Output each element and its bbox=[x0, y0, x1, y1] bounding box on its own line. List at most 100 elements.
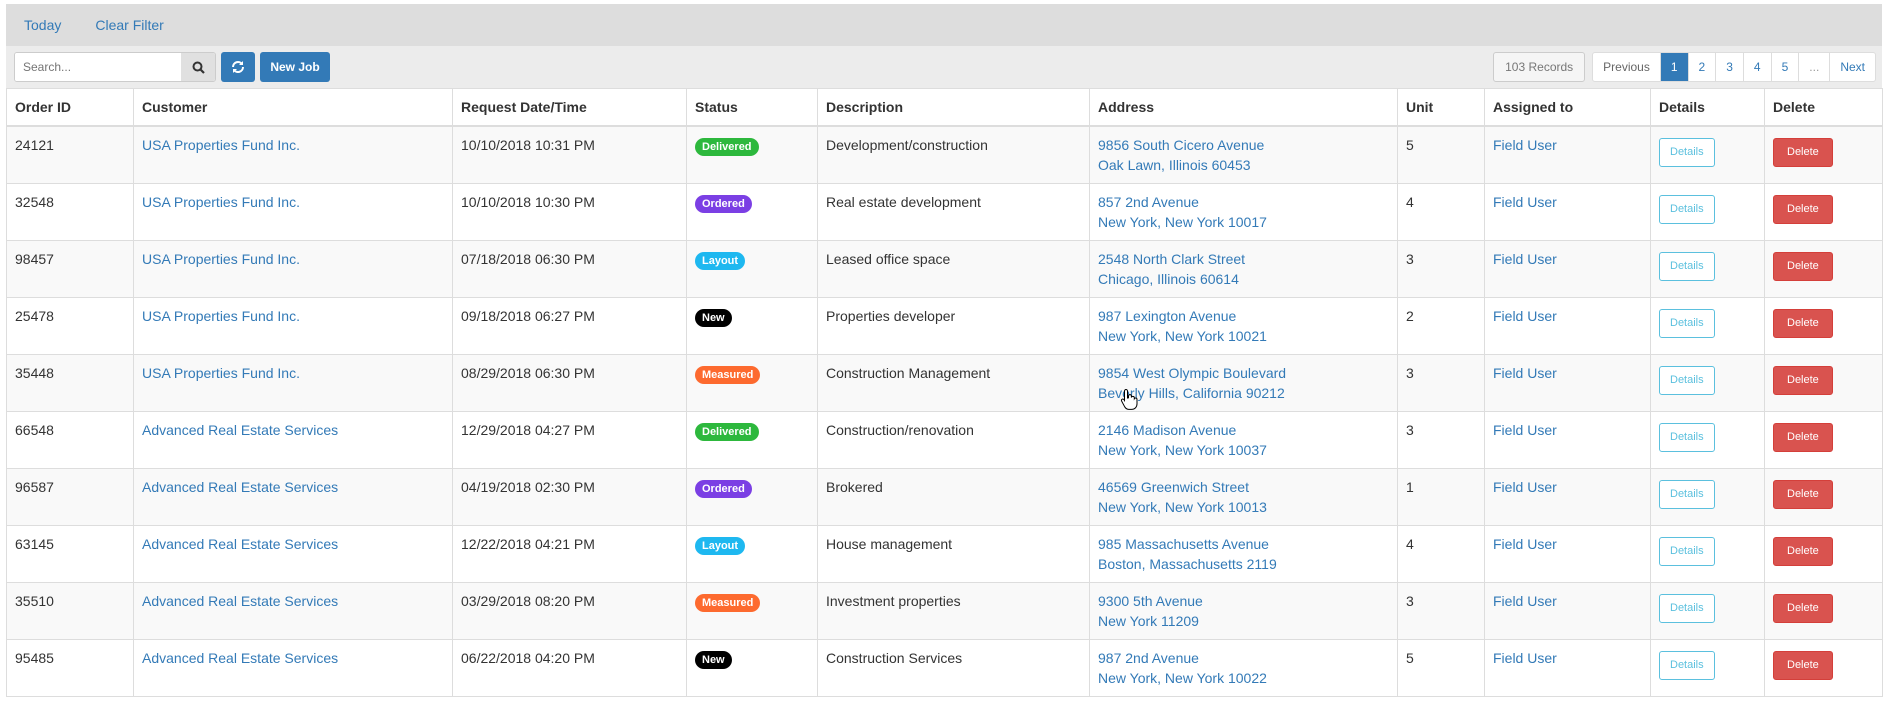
address-line1-link[interactable]: 9300 5th Avenue bbox=[1098, 592, 1203, 609]
address-line1-link[interactable]: 2548 North Clark Street bbox=[1098, 250, 1246, 267]
assigned-user-link[interactable]: Field User bbox=[1493, 592, 1557, 609]
delete-button[interactable]: Delete bbox=[1773, 251, 1833, 281]
delete-button[interactable]: Delete bbox=[1773, 536, 1833, 566]
column-header-delete[interactable]: Delete bbox=[1764, 88, 1883, 127]
assigned-user-link[interactable]: Field User bbox=[1493, 649, 1557, 666]
assigned-cell: Field User bbox=[1484, 182, 1651, 241]
address-line1-link[interactable]: 987 Lexington Avenue bbox=[1098, 307, 1237, 324]
details-button[interactable]: Details bbox=[1659, 479, 1715, 509]
column-header-customer[interactable]: Customer bbox=[133, 88, 453, 127]
table-row: 66548 Advanced Real Estate Services 12/29/… bbox=[6, 410, 1883, 469]
new-job-button[interactable]: New Job bbox=[260, 52, 330, 82]
today-filter-link[interactable]: Today bbox=[24, 17, 62, 33]
request-date: 09/18/2018 06:27 PM bbox=[452, 296, 687, 355]
assigned-user-link[interactable]: Field User bbox=[1493, 535, 1557, 552]
details-button[interactable]: Details bbox=[1659, 422, 1715, 452]
assigned-cell: Field User bbox=[1484, 410, 1651, 469]
search-group bbox=[14, 52, 216, 82]
search-button[interactable] bbox=[181, 53, 215, 81]
address-line2-link[interactable]: Oak Lawn, Illinois 60453 bbox=[1098, 156, 1251, 173]
delete-button[interactable]: Delete bbox=[1773, 422, 1833, 452]
address-line1-link[interactable]: 2146 Madison Avenue bbox=[1098, 421, 1237, 438]
delete-button[interactable]: Delete bbox=[1773, 194, 1833, 224]
order-id: 96587 bbox=[6, 467, 134, 526]
column-header-assigned-to[interactable]: Assigned to bbox=[1484, 88, 1651, 127]
column-header-details[interactable]: Details bbox=[1650, 88, 1765, 127]
details-button[interactable]: Details bbox=[1659, 365, 1715, 395]
address-line1-link[interactable]: 9854 West Olympic Boulevard bbox=[1098, 364, 1287, 381]
address-line1-link[interactable]: 985 Massachusetts Avenue bbox=[1098, 535, 1269, 552]
customer-link[interactable]: USA Properties Fund Inc. bbox=[142, 136, 300, 153]
customer-link[interactable]: Advanced Real Estate Services bbox=[142, 649, 339, 666]
page-5-button[interactable]: 5 bbox=[1770, 53, 1799, 81]
status-cell: New bbox=[686, 296, 818, 355]
request-date: 07/18/2018 06:30 PM bbox=[452, 239, 687, 298]
page-2-button[interactable]: 2 bbox=[1687, 53, 1716, 81]
details-button[interactable]: Details bbox=[1659, 251, 1715, 281]
customer-link[interactable]: USA Properties Fund Inc. bbox=[142, 364, 300, 381]
column-header-request-date-time[interactable]: Request Date/Time bbox=[452, 88, 687, 127]
delete-button[interactable]: Delete bbox=[1773, 593, 1833, 623]
customer-link[interactable]: USA Properties Fund Inc. bbox=[142, 250, 300, 267]
delete-button[interactable]: Delete bbox=[1773, 650, 1833, 680]
details-button[interactable]: Details bbox=[1659, 650, 1715, 680]
next-page-button[interactable]: Next bbox=[1829, 53, 1875, 81]
delete-cell: Delete bbox=[1764, 467, 1883, 526]
assigned-user-link[interactable]: Field User bbox=[1493, 478, 1557, 495]
assigned-cell: Field User bbox=[1484, 581, 1651, 640]
search-input[interactable] bbox=[15, 53, 181, 81]
column-header-unit[interactable]: Unit bbox=[1397, 88, 1485, 127]
page-1-button[interactable]: 1 bbox=[1659, 53, 1688, 81]
status-cell: Ordered bbox=[686, 182, 818, 241]
assigned-user-link[interactable]: Field User bbox=[1493, 193, 1557, 210]
order-id: 63145 bbox=[6, 524, 134, 583]
address-line1-link[interactable]: 987 2nd Avenue bbox=[1098, 649, 1199, 666]
assigned-user-link[interactable]: Field User bbox=[1493, 136, 1557, 153]
address-line1-link[interactable]: 46569 Greenwich Street bbox=[1098, 478, 1249, 495]
assigned-user-link[interactable]: Field User bbox=[1493, 421, 1557, 438]
assigned-user-link[interactable]: Field User bbox=[1493, 307, 1557, 324]
assigned-user-link[interactable]: Field User bbox=[1493, 250, 1557, 267]
refresh-button[interactable] bbox=[221, 52, 255, 82]
clear-filter-link[interactable]: Clear Filter bbox=[95, 17, 164, 33]
details-button[interactable]: Details bbox=[1659, 137, 1715, 167]
delete-button[interactable]: Delete bbox=[1773, 365, 1833, 395]
column-header-address[interactable]: Address bbox=[1089, 88, 1398, 127]
details-button[interactable]: Details bbox=[1659, 308, 1715, 338]
address-line2-link[interactable]: Beverly Hills, California 90212 bbox=[1098, 384, 1285, 401]
address-line2-link[interactable]: New York, New York 10022 bbox=[1098, 669, 1267, 686]
address-line2-link[interactable]: New York 11209 bbox=[1098, 612, 1199, 629]
unit: 2 bbox=[1397, 296, 1485, 355]
address-line2-link[interactable]: Chicago, Illinois 60614 bbox=[1098, 270, 1239, 287]
address-line2-link[interactable]: New York, New York 10013 bbox=[1098, 498, 1267, 515]
previous-page-button[interactable]: Previous bbox=[1603, 60, 1650, 74]
address-line1-link[interactable]: 857 2nd Avenue bbox=[1098, 193, 1199, 210]
details-button[interactable]: Details bbox=[1659, 194, 1715, 224]
details-cell: Details bbox=[1650, 125, 1765, 184]
page-3-button[interactable]: 3 bbox=[1715, 53, 1743, 81]
customer-link[interactable]: Advanced Real Estate Services bbox=[142, 592, 339, 609]
customer-link[interactable]: Advanced Real Estate Services bbox=[142, 478, 339, 495]
request-date: 03/29/2018 08:20 PM bbox=[452, 581, 687, 640]
details-button[interactable]: Details bbox=[1659, 536, 1715, 566]
address-line2-link[interactable]: New York, New York 10021 bbox=[1098, 327, 1267, 344]
delete-button[interactable]: Delete bbox=[1773, 137, 1833, 167]
column-header-description[interactable]: Description bbox=[817, 88, 1090, 127]
table-row: 24121 USA Properties Fund Inc. 10/10/2018 … bbox=[6, 125, 1883, 184]
customer-link[interactable]: USA Properties Fund Inc. bbox=[142, 307, 300, 324]
address-line2-link[interactable]: New York, New York 10037 bbox=[1098, 441, 1267, 458]
column-header-status[interactable]: Status bbox=[686, 88, 818, 127]
customer-link[interactable]: Advanced Real Estate Services bbox=[142, 535, 339, 552]
customer-link[interactable]: USA Properties Fund Inc. bbox=[142, 193, 300, 210]
address-line2-link[interactable]: New York, New York 10017 bbox=[1098, 213, 1267, 230]
details-button[interactable]: Details bbox=[1659, 593, 1715, 623]
address-line2-link[interactable]: Boston, Massachusetts 2119 bbox=[1098, 555, 1277, 572]
customer-link[interactable]: Advanced Real Estate Services bbox=[142, 421, 339, 438]
delete-button[interactable]: Delete bbox=[1773, 479, 1833, 509]
jobs-panel: Today Clear Filter New Job 103 Records P… bbox=[6, 4, 1883, 697]
assigned-user-link[interactable]: Field User bbox=[1493, 364, 1557, 381]
address-line1-link[interactable]: 9856 South Cicero Avenue bbox=[1098, 136, 1265, 153]
delete-button[interactable]: Delete bbox=[1773, 308, 1833, 338]
page-4-button[interactable]: 4 bbox=[1742, 53, 1771, 81]
column-header-order-id[interactable]: Order ID bbox=[6, 88, 134, 127]
